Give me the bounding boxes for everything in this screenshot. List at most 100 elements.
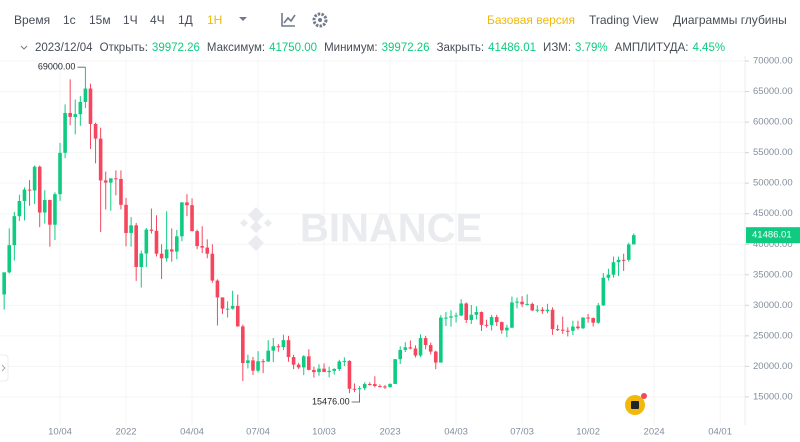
info-toggle[interactable] — [20, 45, 28, 50]
candle-body — [205, 247, 210, 254]
candle-body — [571, 326, 575, 331]
candle-body — [565, 330, 570, 332]
y-tick-label: 45000.00 — [753, 208, 793, 219]
candle-body — [17, 201, 22, 217]
candle-body — [88, 88, 93, 124]
candle-body — [423, 338, 428, 346]
scroll-left-button[interactable] — [0, 354, 9, 382]
watermark-logo — [240, 207, 272, 251]
y-tick-label: 55000.00 — [753, 147, 793, 158]
widget-icon[interactable] — [625, 393, 647, 415]
view-tab[interactable]: Базовая версия — [487, 13, 575, 27]
candle-body — [484, 324, 489, 326]
info-label: Максимум: — [206, 42, 266, 54]
candle-body — [312, 369, 316, 373]
info-value: 3.79% — [575, 42, 608, 54]
candle-body — [281, 340, 286, 348]
interval-button[interactable]: 1с — [63, 13, 76, 27]
candle-body — [576, 326, 580, 329]
candle-body — [37, 166, 42, 213]
annotation-leader — [351, 394, 361, 403]
candle-body — [489, 317, 494, 326]
info-value: 41750.00 — [269, 42, 318, 54]
candle-body — [616, 259, 621, 263]
candle-body — [32, 166, 37, 191]
candle-body — [464, 303, 469, 320]
interval-button[interactable]: 4Ч — [150, 13, 165, 27]
y-tick-label: 65000.00 — [753, 86, 793, 97]
candle-body — [154, 230, 159, 254]
candle-body — [362, 383, 367, 389]
candle-body — [291, 357, 296, 365]
candle-body — [251, 360, 255, 371]
candle-body — [621, 259, 626, 261]
candle-body — [530, 303, 535, 311]
candle-body — [296, 364, 301, 368]
candle-body — [535, 309, 540, 311]
x-tick-label: 2023 — [379, 427, 400, 438]
candle-body — [601, 277, 606, 306]
last-price-label: 41486.01 — [752, 230, 792, 241]
candle-body — [134, 225, 138, 267]
indicator-icon[interactable] — [281, 13, 296, 27]
candle-body — [408, 347, 413, 349]
candle-body — [230, 305, 235, 309]
candle-body — [378, 386, 382, 388]
candle-body — [494, 317, 499, 323]
candle-body — [352, 388, 357, 390]
candle-body — [332, 369, 337, 371]
candle-body — [581, 317, 585, 329]
y-tick-label: 35000.00 — [753, 269, 793, 280]
candle-body — [515, 301, 519, 303]
info-value: 41486.01 — [488, 42, 537, 54]
settings-icon[interactable] — [312, 12, 328, 28]
watermark: BINANCE — [300, 207, 482, 251]
candle-body — [103, 180, 108, 183]
candle-body — [139, 253, 144, 267]
view-tab[interactable]: Диаграммы глубины — [673, 13, 787, 27]
candle-body — [327, 370, 331, 373]
candle-body — [444, 317, 448, 319]
x-tick-label: 07/03 — [510, 427, 534, 438]
candle-body — [418, 338, 423, 356]
candle-body — [555, 329, 560, 331]
interval-button[interactable]: 1Ч — [123, 13, 138, 27]
candle-body — [129, 225, 133, 233]
candle-body — [83, 88, 88, 102]
annotation-label: 69000.00 — [38, 62, 76, 72]
candle-body — [403, 347, 408, 350]
interval-button[interactable]: 1Н — [207, 13, 223, 27]
candle-body — [449, 316, 453, 318]
interval-button[interactable]: Время — [14, 13, 51, 27]
candle-body — [591, 318, 595, 323]
candle-body — [200, 246, 204, 248]
annotation-label: 15476.00 — [312, 396, 350, 406]
y-tick-label: 30000.00 — [753, 300, 793, 311]
candle-body — [210, 253, 215, 281]
candle-body — [175, 236, 179, 252]
candle-body — [393, 359, 397, 384]
candle-body — [586, 317, 590, 319]
interval-button[interactable]: 1Д — [178, 13, 193, 27]
candle-body — [68, 112, 72, 117]
info-label: Открыть: — [99, 42, 148, 54]
candle-body — [347, 360, 352, 389]
candle-body — [367, 383, 372, 385]
candle-body — [337, 361, 342, 370]
candle-body — [611, 262, 616, 275]
candle-body — [631, 235, 636, 245]
candle-body — [388, 383, 392, 388]
candle-body — [271, 346, 276, 351]
view-tab[interactable]: Trading View — [589, 13, 659, 27]
y-tick-label: 25000.00 — [753, 330, 793, 341]
candle-body — [479, 312, 484, 325]
interval-button[interactable]: 15м — [89, 13, 111, 27]
interval-dropdown[interactable] — [239, 17, 247, 21]
candle-body — [428, 345, 433, 352]
candle-body — [73, 114, 78, 117]
info-label: Закрыть: — [436, 42, 485, 54]
candle-body — [510, 302, 514, 328]
candle-body — [357, 388, 362, 390]
candle-body — [459, 303, 463, 316]
